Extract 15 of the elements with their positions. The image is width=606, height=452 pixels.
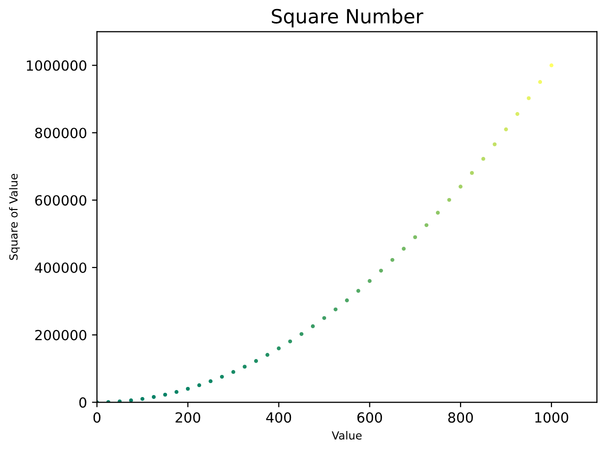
- y-axis-title: Square of Value: [9, 174, 20, 260]
- y-tick-label: 800000: [35, 128, 86, 138]
- y-tick-label: 200000: [35, 330, 86, 340]
- x-tick-label: 800: [448, 412, 473, 423]
- chart-title: Square Number: [272, 8, 424, 28]
- x-tick-label: 600: [357, 412, 382, 423]
- x-tick-label: 1000: [535, 412, 568, 423]
- y-tick-label: 0: [79, 397, 86, 408]
- x-tick-label: 200: [176, 412, 200, 423]
- y-tick-label: 1000000: [26, 60, 86, 71]
- x-tick-label: 400: [266, 412, 292, 423]
- y-tick-label: 400000: [34, 262, 86, 273]
- x-axis-title: Value: [332, 431, 362, 440]
- y-tick-label: 600000: [35, 195, 86, 206]
- x-tick-label: 0: [93, 412, 100, 423]
